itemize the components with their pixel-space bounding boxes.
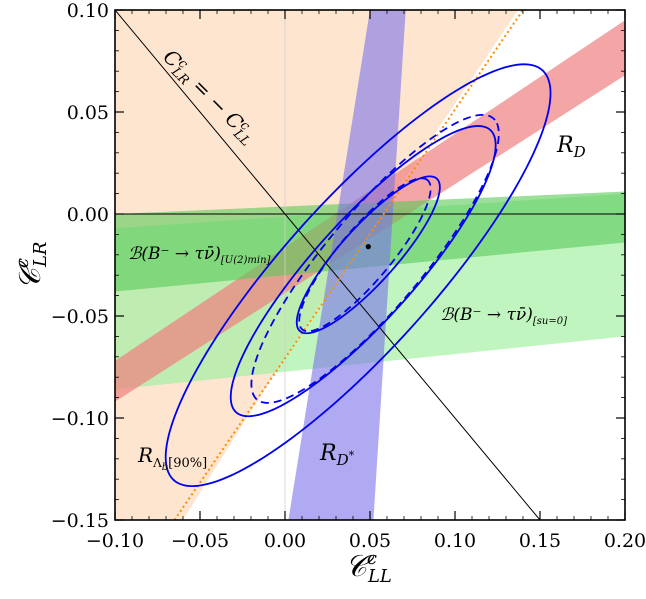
contour-solid-1sigma bbox=[295, 175, 441, 335]
contour-dashed-1sigma bbox=[298, 177, 432, 333]
best-fit-point bbox=[365, 244, 371, 250]
y-tick-label: 0.10 bbox=[67, 0, 109, 22]
label-b-su0: ℬ(B⁻ → τν̄)[su=0] bbox=[440, 305, 567, 327]
x-tick-label: 0.10 bbox=[434, 530, 476, 552]
x-tick-label: −0.05 bbox=[171, 530, 229, 552]
x-tick-label: −0.10 bbox=[86, 530, 144, 552]
label-r-d: RD bbox=[556, 133, 586, 161]
label-r-lambda-b: RΛb[90%] bbox=[137, 443, 207, 473]
band-r-dstar bbox=[288, 10, 406, 520]
contour-solid-2sigma bbox=[229, 125, 497, 418]
x-axis-label: 𝒞c LL bbox=[345, 548, 392, 587]
x-tick-label: 0.20 bbox=[604, 530, 646, 552]
y-tick-label: −0.15 bbox=[51, 510, 109, 532]
contour-dashed-2sigma bbox=[250, 113, 500, 404]
x-tick-label: 0.00 bbox=[264, 530, 306, 552]
x-tick-label: 0.05 bbox=[349, 530, 391, 552]
y-tick-label: 0.00 bbox=[67, 204, 109, 226]
y-tick-label: −0.05 bbox=[51, 306, 109, 328]
reference-line bbox=[115, 10, 541, 520]
label-r-dstar: RD* bbox=[319, 441, 355, 469]
x-tick-label: 0.15 bbox=[519, 530, 561, 552]
label-b-u2min: ℬ(B⁻ → τν̄)[U(2)min] bbox=[128, 244, 271, 266]
y-tick-label: 0.05 bbox=[67, 102, 109, 124]
y-axis-label: 𝒞cLR bbox=[12, 242, 51, 290]
contour-solid-3sigma bbox=[164, 63, 552, 488]
y-tick-label: −0.10 bbox=[51, 408, 109, 430]
